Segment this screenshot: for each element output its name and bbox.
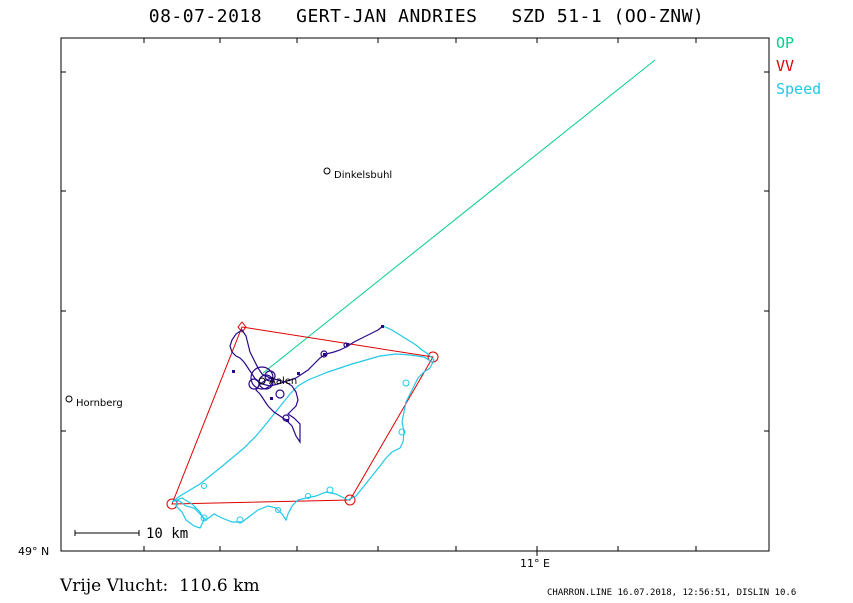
climb-markers <box>232 325 384 422</box>
scale-bar-label: 10 km <box>146 526 189 542</box>
town-hornberg-marker <box>65 395 73 403</box>
result-distance: Vrije Vlucht: 110.6 km <box>60 576 260 596</box>
legend-op: OP <box>776 34 794 52</box>
map-title: 08-07-2018 GERT-JAN ANDRIES SZD 51-1 (OO… <box>148 6 705 27</box>
lat-axis-label: 49° N <box>18 545 50 558</box>
scale-bar <box>74 530 140 536</box>
town-label-hornberg: Hornberg <box>76 398 123 409</box>
turnpoint-2 <box>344 494 356 506</box>
credit-line: CHARRON.LINE 16.07.2018, 12:56:51, DISLI… <box>547 588 797 598</box>
turnpoint-start <box>237 321 247 333</box>
climb-track <box>229 325 384 444</box>
lon-axis-label: 11° E <box>520 557 550 570</box>
plot-frame <box>60 37 770 552</box>
speed-thermals <box>200 379 410 524</box>
town-dinkelsbuhl-marker <box>323 167 331 175</box>
top-ticks <box>143 38 697 43</box>
legend-vv-label: VV <box>776 57 795 75</box>
town-aalen-marker <box>258 377 266 385</box>
town-label-aalen: Aalen <box>269 376 298 387</box>
speed-track <box>171 325 435 529</box>
legend-vv: VV <box>776 57 794 75</box>
op-line <box>262 59 656 374</box>
right-ticks <box>764 71 769 432</box>
vv-task-line <box>171 326 434 505</box>
legend-op-label: OP <box>776 34 795 52</box>
bottom-ticks <box>143 546 697 556</box>
town-label-dinkelsbuhl: Dinkelsbuhl <box>334 170 393 181</box>
legend-speed-label: Speed <box>776 80 822 98</box>
legend-speed: Speed <box>776 80 821 98</box>
left-ticks <box>61 71 66 432</box>
